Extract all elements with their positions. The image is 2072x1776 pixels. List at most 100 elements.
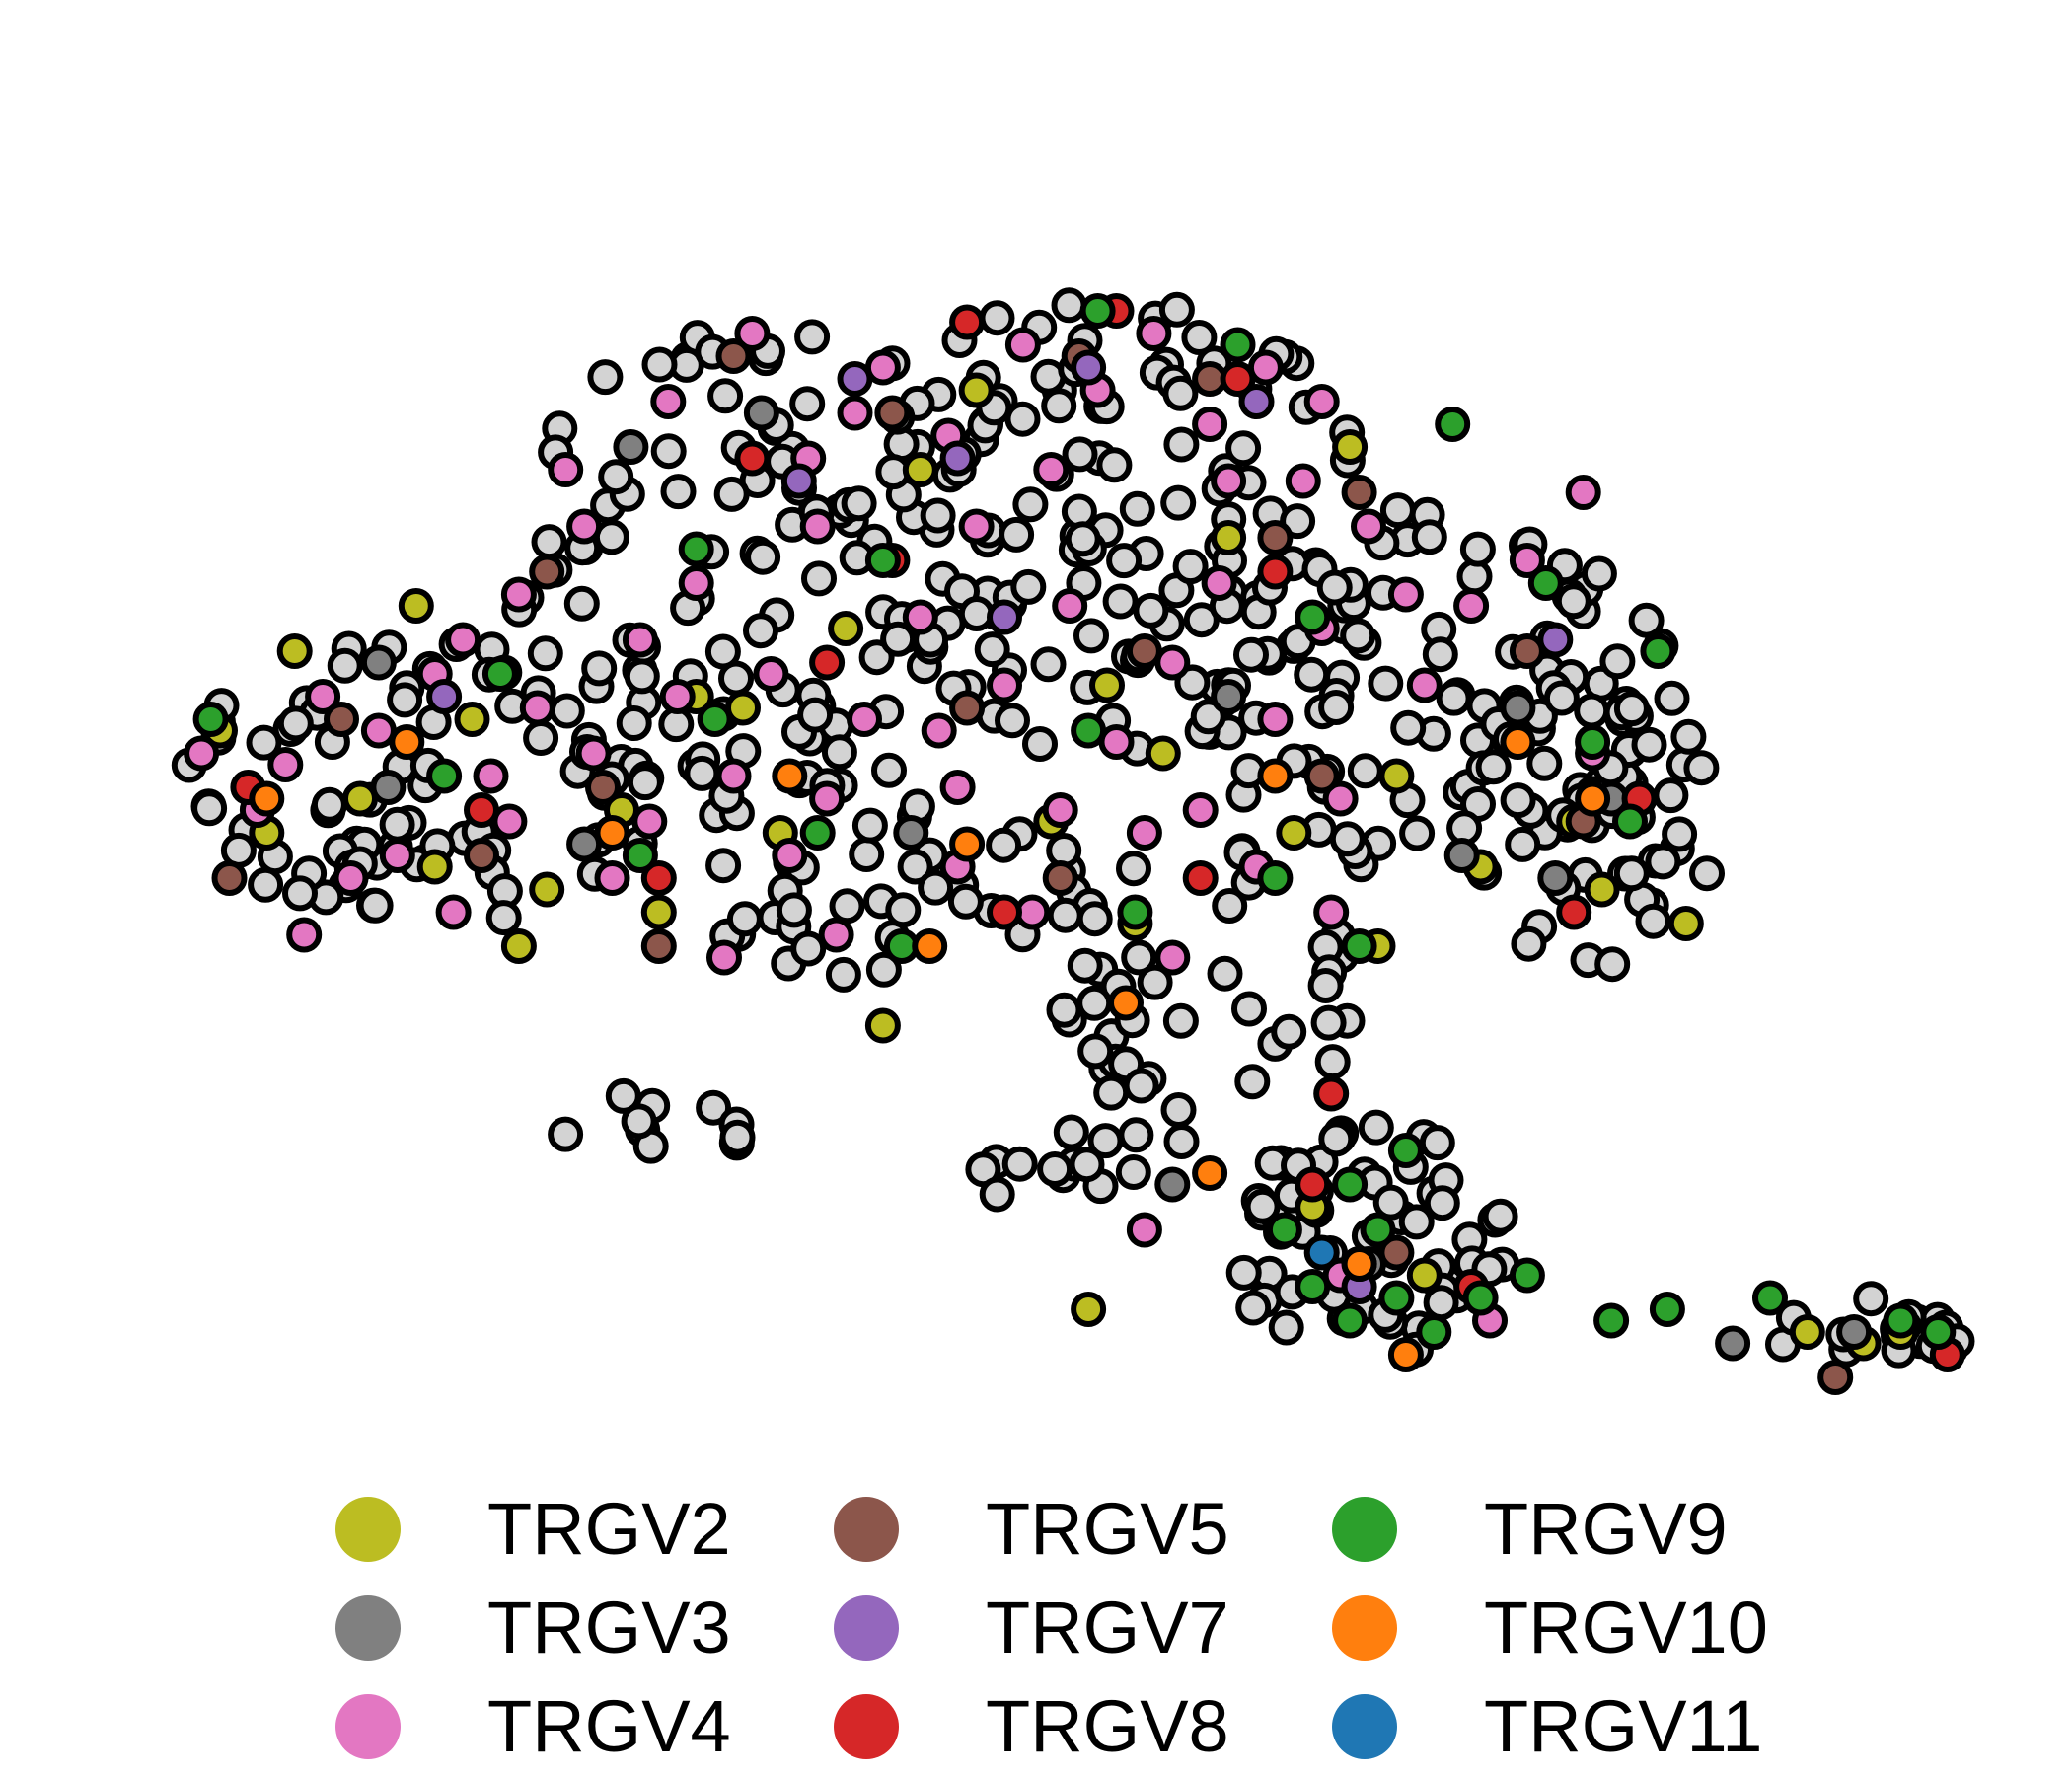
legend-swatch-icon: [335, 1497, 401, 1562]
legend: TRGV2 TRGV3 TRGV4 TRGV5 TRGV7 TRGV8 TRGV…: [335, 1480, 1815, 1776]
point-unassigned: [794, 319, 831, 355]
point-unassigned: [1069, 1147, 1105, 1183]
point-unassigned: [527, 635, 563, 672]
point-trgv10: [1257, 758, 1294, 794]
point-trgv3: [1500, 690, 1536, 726]
point-trgv2: [398, 588, 434, 624]
point-unassigned: [523, 720, 559, 756]
point-unassigned: [1613, 855, 1650, 892]
point-unassigned: [1645, 844, 1681, 880]
point-unassigned: [1158, 291, 1195, 328]
point-trgv2: [500, 928, 537, 964]
point-unassigned: [531, 524, 567, 560]
point-trgv3: [1443, 838, 1480, 873]
point-unassigned: [897, 849, 933, 885]
point-unassigned: [621, 1103, 657, 1140]
point-trgv3: [370, 770, 407, 805]
point-unassigned: [958, 596, 995, 631]
point-unassigned: [1010, 568, 1047, 605]
point-trgv7: [1071, 349, 1107, 386]
point-unassigned: [1436, 680, 1472, 716]
point-unassigned: [1119, 490, 1155, 527]
point-unassigned: [1340, 618, 1376, 654]
point-unassigned: [986, 827, 1022, 863]
point-trgv4: [659, 679, 696, 714]
point-unassigned: [1001, 1146, 1038, 1182]
point-trgv2: [1276, 815, 1312, 851]
point-trgv9: [678, 531, 714, 567]
point-trgv7: [426, 679, 463, 714]
point-unassigned: [1689, 855, 1725, 892]
point-unassigned: [865, 951, 902, 988]
point-trgv9: [1257, 860, 1294, 896]
point-trgv4: [799, 508, 836, 545]
point-unassigned: [581, 650, 618, 687]
point-trgv8: [464, 792, 499, 828]
legend-item-trgv8: TRGV8: [834, 1677, 1229, 1776]
point-unassigned: [1526, 745, 1563, 781]
point-unassigned: [598, 459, 634, 495]
point-unassigned: [627, 765, 663, 801]
point-unassigned: [624, 658, 660, 695]
point-trgv4: [1257, 702, 1294, 737]
point-unassigned: [587, 359, 624, 396]
point-trgv9: [1332, 1302, 1369, 1339]
point-trgv4: [622, 622, 658, 658]
point-unassigned: [1314, 1044, 1351, 1080]
point-trgv3: [1537, 860, 1574, 896]
point-unassigned: [1047, 897, 1083, 933]
point-trgv5: [585, 770, 621, 805]
point-trgv2: [902, 452, 938, 487]
point-unassigned: [1613, 691, 1650, 727]
point-trgv9: [481, 656, 518, 692]
point-unassigned: [485, 900, 522, 936]
point-unassigned: [713, 476, 750, 512]
point-unassigned: [1133, 592, 1169, 629]
point-trgv10: [912, 928, 948, 964]
point-unassigned: [851, 807, 888, 844]
point-trgv4: [902, 599, 938, 635]
point-trgv4: [1201, 565, 1237, 601]
point-unassigned: [1076, 901, 1113, 937]
point-unassigned: [1505, 826, 1541, 862]
point-trgv10: [1387, 1337, 1424, 1372]
point-trgv10: [389, 724, 425, 760]
legend-label: TRGV4: [487, 1685, 731, 1767]
point-unassigned: [1030, 646, 1067, 683]
point-trgv9: [1360, 1212, 1396, 1248]
point-unassigned: [1116, 851, 1151, 887]
point-trgv9: [1462, 1280, 1499, 1316]
point-unassigned: [825, 956, 861, 993]
point-unassigned: [790, 930, 827, 967]
point-trgv3: [1211, 679, 1247, 714]
point-unassigned: [605, 1077, 641, 1114]
point-unassigned: [1372, 1184, 1409, 1221]
point-unassigned: [563, 585, 600, 622]
point-unassigned: [1053, 1114, 1089, 1150]
point-unassigned: [1137, 964, 1173, 1000]
legend-item-trgv10: TRGV10: [1332, 1579, 1768, 1677]
point-unassigned: [704, 633, 741, 670]
point-unassigned: [1012, 486, 1049, 523]
point-trgv2: [1789, 1314, 1825, 1350]
point-trgv3: [1836, 1314, 1873, 1350]
point-unassigned: [918, 869, 954, 906]
point-trgv4: [631, 803, 668, 840]
point-unassigned: [1118, 1117, 1154, 1153]
point-trgv7: [837, 361, 873, 397]
point-unassigned: [797, 697, 834, 733]
point-unassigned: [1574, 693, 1610, 729]
point-trgv2: [1211, 520, 1247, 555]
point-unassigned: [387, 682, 423, 718]
point-unassigned: [1062, 436, 1098, 473]
point-trgv4: [1322, 780, 1359, 817]
point-unassigned: [1231, 991, 1267, 1027]
point-unassigned: [1162, 1002, 1199, 1039]
legend-swatch-icon: [834, 1497, 899, 1562]
point-trgv10: [1341, 1246, 1377, 1282]
umap-scatter-svg: [171, 287, 1975, 1395]
point-unassigned: [1065, 521, 1101, 557]
point-trgv9: [1509, 1257, 1545, 1294]
point-trgv3: [743, 395, 779, 431]
point-unassigned: [1207, 955, 1243, 992]
